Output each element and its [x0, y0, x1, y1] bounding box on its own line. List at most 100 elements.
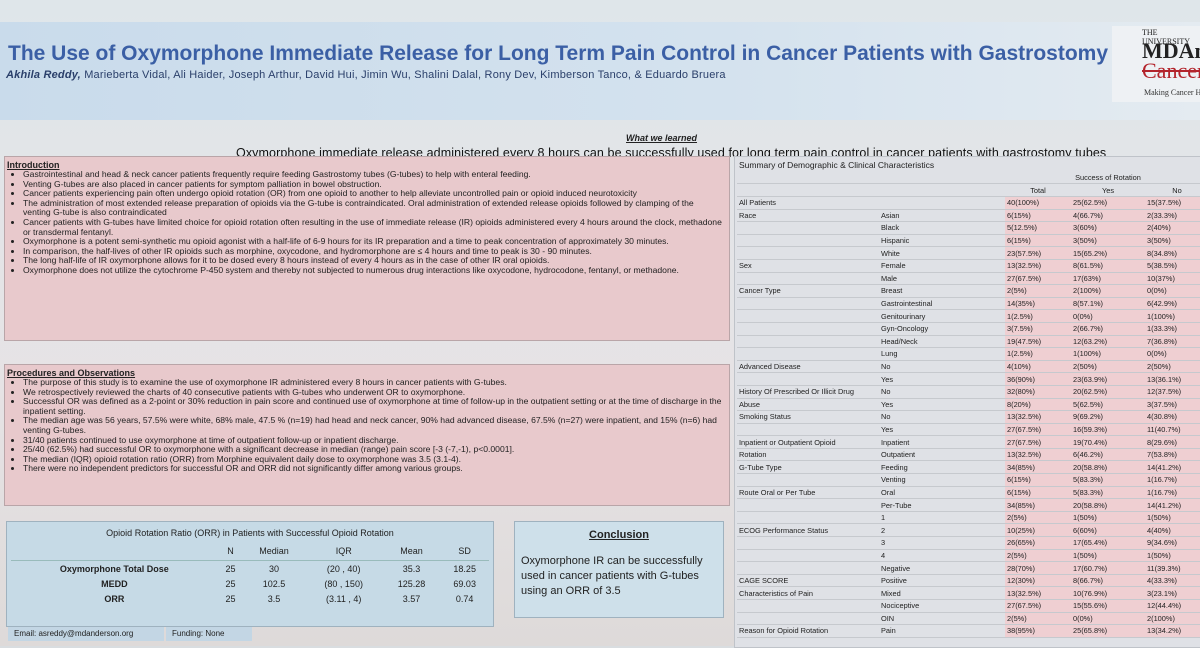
demographics-row: Abuse Yes 8(20%) 5(62.5%) 3(37.5%)	[737, 398, 1200, 412]
demographics-cell: OIN	[879, 612, 1005, 626]
demographics-cell	[737, 599, 879, 613]
demographics-panel: Summary of Demographic & Clinical Charac…	[734, 156, 1200, 648]
demographics-cell	[737, 309, 879, 323]
demographics-cell: 2(33.3%)	[1145, 209, 1200, 223]
demographics-cell: Positive	[879, 574, 1005, 588]
demographics-cell: 9(34.6%)	[1145, 536, 1200, 550]
demographics-cell: Cancer Type	[737, 284, 879, 298]
procedure-bullet: The purpose of this study is to examine …	[23, 377, 723, 388]
demographics-row: 4 2(5%) 1(50%) 1(50%)	[737, 549, 1200, 563]
demographics-cell: 9(69.2%)	[1071, 410, 1145, 424]
demographics-cell: 15(65.2%)	[1071, 246, 1145, 260]
demographics-cell	[737, 221, 879, 235]
demographics-cell: 1(50%)	[1071, 549, 1145, 563]
demographics-row: Smoking Status No 13(32.5%) 9(69.2%) 4(30.8%…	[737, 410, 1200, 424]
demographics-cell: 13(32.5%)	[1005, 586, 1071, 600]
demographics-cell: 10(76.9%)	[1071, 586, 1145, 600]
orr-table-row: ORR 25 3.5 (3.11 , 4) 3.57 0.74	[11, 591, 489, 606]
orr-table: N Median IQR Mean SD Oxymorphone Total Dose 2…	[11, 542, 489, 606]
demographics-cell: 2(40%)	[1145, 221, 1200, 235]
demographics-row: Gyn-Oncology 3(7.5%) 2(66.7%) 1(33.3%)	[737, 322, 1200, 336]
orr-table-row: MEDD 25 102.5 (80 , 150) 125.28 69.03	[11, 576, 489, 591]
demographics-row: Yes 27(67.5%) 16(59.3%) 11(40.7%)	[737, 423, 1200, 437]
orr-cell: 25	[225, 593, 236, 604]
demographics-row: White 23(57.5%) 15(65.2%) 8(34.8%)	[737, 246, 1200, 260]
demographics-cell: 1(100%)	[1145, 309, 1200, 323]
demographics-cell: Success of Rotation	[1071, 171, 1145, 184]
demographics-cell: 16(59.3%)	[1071, 423, 1145, 437]
demographics-cell: 10(25%)	[1005, 523, 1071, 538]
demographics-cell: 4(40%)	[1145, 523, 1200, 538]
demographics-cell: Sex	[737, 259, 879, 273]
demographics-cell: 28(70%)	[1005, 561, 1071, 575]
conclusion-panel: Conclusion Oxymorphone IR can be success…	[514, 521, 724, 618]
demographics-table: Success of Rotation Total Yes No All Patient…	[737, 171, 1200, 638]
demographics-cell	[737, 372, 879, 386]
demographics-cell: Route Oral or Per Tube	[737, 486, 879, 500]
orr-cell: Oxymorphone Total Dose	[59, 563, 169, 574]
funding-note: Funding: None	[166, 627, 252, 641]
poster-title: The Use of Oxymorphone Immediate Release…	[8, 42, 1175, 65]
demographics-cell: 13(34.2%)	[1145, 624, 1200, 638]
procedure-bullet: Successful OR was defined as a 2-point o…	[23, 396, 723, 416]
intro-bullet: Oxymorphone does not utilize the cytochr…	[23, 265, 723, 276]
demographics-cell: 13(32.5%)	[1005, 410, 1071, 424]
demographics-cell	[879, 196, 1005, 210]
demographics-cell	[737, 549, 879, 563]
demographics-cell: 7(53.8%)	[1145, 448, 1200, 462]
demographics-cell: 10(37%)	[1145, 272, 1200, 286]
orr-cell: 30	[269, 563, 280, 574]
demographics-cell: Yes	[879, 398, 1005, 412]
demographics-cell: No	[879, 385, 1005, 399]
demographics-cell: 6(46.2%)	[1071, 448, 1145, 462]
demographics-cell	[737, 536, 879, 550]
demographics-cell: 27(67.5%)	[1005, 435, 1071, 449]
demographics-cell: 3(60%)	[1071, 221, 1145, 235]
demographics-cell	[879, 183, 1005, 197]
demographics-cell: 20(58.8%)	[1071, 460, 1145, 475]
demographics-cell: 2	[879, 523, 1005, 538]
demographics-cell: 6(60%)	[1071, 523, 1145, 538]
demographics-cell: No	[879, 360, 1005, 374]
demographics-row: Nociceptive 27(67.5%) 15(55.6%) 12(44.4%)	[737, 599, 1200, 613]
demographics-row: Hispanic 6(15%) 3(50%) 3(50%)	[737, 234, 1200, 248]
demographics-row: 1 2(5%) 1(50%) 1(50%)	[737, 511, 1200, 525]
demographics-cell: Inpatient or Outpatient Opioid	[737, 435, 879, 449]
demographics-cell: Negative	[879, 561, 1005, 575]
demographics-cell	[737, 322, 879, 336]
intro-bullet: Gastrointestinal and head & neck cancer …	[23, 169, 723, 180]
demographics-cell: Rotation	[737, 448, 879, 462]
demographics-cell: 7(36.8%)	[1145, 335, 1200, 349]
orr-cell: 102.5	[262, 578, 286, 589]
demographics-row: Genitourinary 1(2.5%) 0(0%) 1(100%)	[737, 309, 1200, 323]
logo-line-1: THE UNIVERSITY	[1142, 28, 1190, 46]
demographics-cell: 2(100%)	[1145, 612, 1200, 626]
demographics-cell: Characteristics of Pain	[737, 586, 879, 600]
demographics-cell: 1(16.7%)	[1145, 473, 1200, 487]
demographics-cell: 11(39.3%)	[1145, 561, 1200, 575]
demographics-cell: 4(10%)	[1005, 360, 1071, 374]
demographics-cell: 3(23.1%)	[1145, 586, 1200, 600]
what-we-learned: What we learned Oxymorphone immediate re…	[6, 133, 1198, 160]
orr-column-header: SD	[440, 542, 489, 561]
logo-line-2: MDAn	[1142, 38, 1200, 63]
demographics-cell	[737, 234, 879, 248]
demographics-row: OIN 2(5%) 0(0%) 2(100%)	[737, 612, 1200, 626]
demographics-cell: Yes	[879, 372, 1005, 386]
demographics-cell	[1005, 171, 1071, 184]
demographics-row: Gastrointestinal 14(35%) 8(57.1%) 6(42.9%)	[737, 297, 1200, 311]
demographics-cell: 13(32.5%)	[1005, 259, 1071, 273]
procedure-bullet: The median (IQR) opioid rotation ratio (…	[23, 454, 723, 465]
demographics-cell: Nociceptive	[879, 599, 1005, 613]
demographics-cell: 25(62.5%)	[1071, 196, 1145, 210]
demographics-cell: 6(15%)	[1005, 473, 1071, 487]
demographics-cell	[737, 171, 879, 184]
demographics-cell: Female	[879, 259, 1005, 273]
demographics-cell	[737, 183, 879, 197]
demographics-row: Race Asian 6(15%) 4(66.7%) 2(33.3%)	[737, 209, 1200, 223]
demographics-cell: 5(83.3%)	[1071, 473, 1145, 487]
demographics-cell: 0(0%)	[1071, 309, 1145, 323]
demographics-row: Yes 36(90%) 23(63.9%) 13(36.1%)	[737, 372, 1200, 386]
demographics-cell: 17(63%)	[1071, 272, 1145, 286]
